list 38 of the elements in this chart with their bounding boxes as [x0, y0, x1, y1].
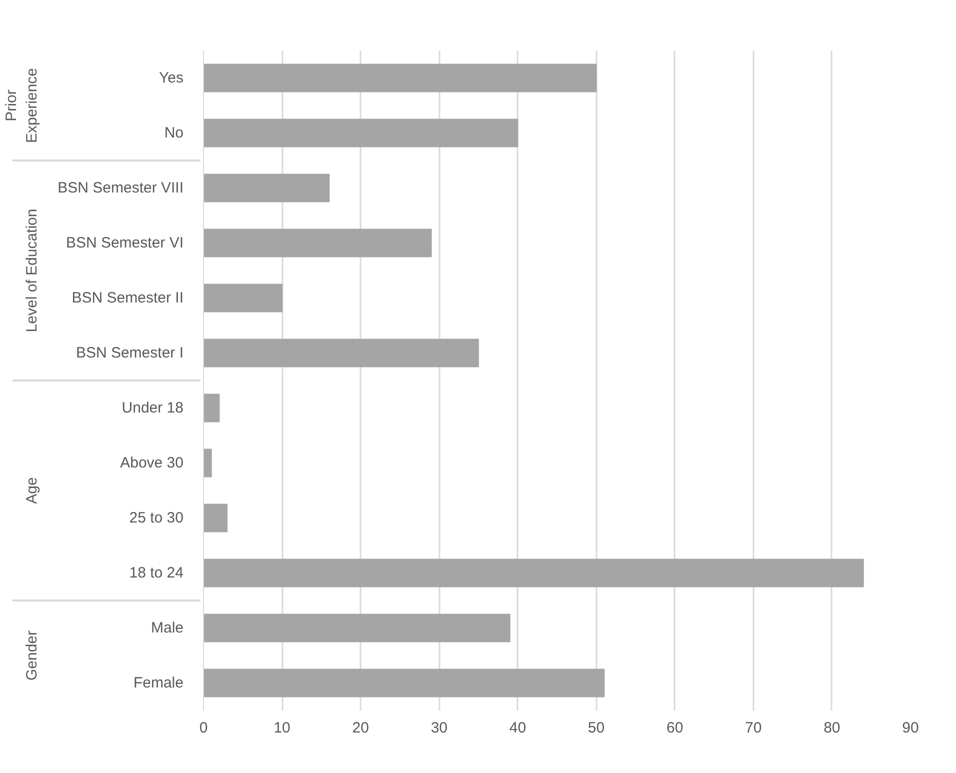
x-tick-label: 30: [430, 720, 448, 736]
bar: [204, 668, 605, 698]
x-tick-label: 0: [199, 720, 208, 736]
text: Level of Education: [24, 208, 41, 332]
bar: [204, 338, 479, 368]
y-tick-label: Male: [150, 620, 184, 636]
bar: [204, 118, 518, 148]
bar: [204, 174, 330, 202]
y-tick-label: Female: [133, 674, 184, 692]
x-tick-label: 40: [509, 720, 526, 736]
x-tick-label: 70: [745, 720, 762, 736]
bar: [204, 284, 283, 312]
y-tick-label: BSN Semester I: [76, 344, 184, 362]
bar: [204, 558, 864, 588]
text: Gender: [24, 630, 41, 681]
y-tick-label: Above 30: [120, 454, 184, 472]
x-tick-label: 80: [824, 720, 840, 736]
bar: [204, 448, 212, 478]
bar: [204, 614, 510, 642]
text: Prior Experience: [3, 68, 41, 144]
bar: [204, 228, 432, 258]
y-tick-label: No: [164, 124, 184, 142]
x-tick-label: 10: [274, 720, 290, 736]
y-tick-label: BSN Semester VIII: [58, 180, 184, 196]
y-tick-label: Under 18: [122, 400, 184, 416]
x-tick-label: 50: [588, 720, 605, 736]
bar: [204, 64, 597, 92]
y-tick-label: 18 to 24: [129, 564, 184, 582]
bar: [204, 394, 220, 422]
y-tick-label: BSN Semester II: [72, 290, 184, 306]
x-tick-label: 90: [902, 720, 919, 736]
x-tick-label: 60: [666, 720, 684, 736]
text: Age: [24, 477, 41, 504]
y-tick-label: BSN Semester VI: [66, 234, 184, 252]
x-tick-label: 20: [352, 720, 369, 736]
y-tick-label: Yes: [159, 70, 184, 86]
y-tick-label: 25 to 30: [129, 510, 184, 526]
bar: [204, 504, 228, 532]
